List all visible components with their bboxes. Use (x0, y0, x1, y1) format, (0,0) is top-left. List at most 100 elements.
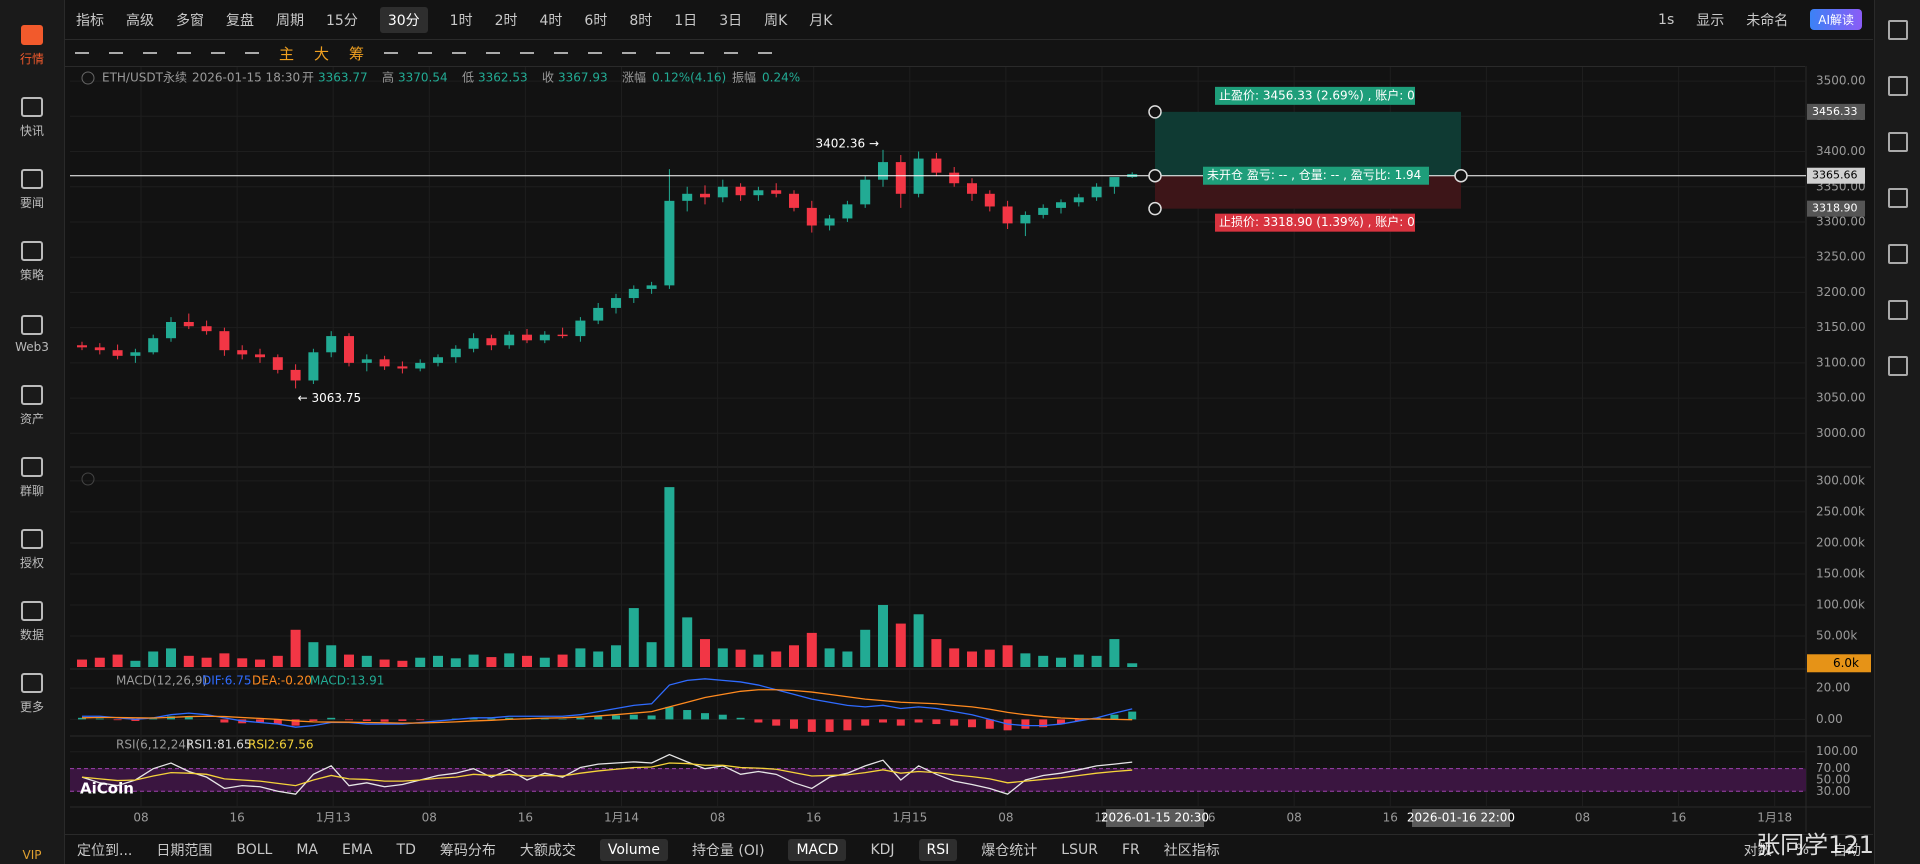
period[interactable]: 周期 (276, 12, 304, 29)
sidebar-item[interactable]: 快讯 (0, 82, 64, 154)
interval[interactable]: 4时 (539, 12, 563, 29)
icon (21, 457, 43, 477)
icon[interactable] (1888, 76, 1908, 96)
menu-item[interactable]: 复盘 (226, 12, 254, 29)
tool-icon[interactable] (690, 52, 705, 54)
candle-body (949, 172, 960, 184)
volume-bar (290, 629, 301, 667)
handle[interactable] (1148, 105, 1162, 119)
sidebar-item[interactable]: 群聊 (0, 442, 64, 514)
candle-body (415, 362, 426, 369)
tool-icon[interactable] (520, 52, 535, 54)
menu-item[interactable]: 定位到... (77, 843, 133, 859)
indicator[interactable]: EMA (342, 842, 373, 858)
interval[interactable]: 30分 (379, 6, 428, 33)
indicator[interactable]: 持仓量 (OI) (691, 843, 765, 859)
candle-body (557, 334, 568, 337)
interval[interactable]: 2时 (494, 12, 518, 29)
menu-item[interactable]: 指标 (76, 12, 104, 29)
tool-icon[interactable] (554, 52, 569, 54)
icon[interactable] (1888, 356, 1908, 376)
indicator[interactable]: RSI (918, 839, 958, 861)
sidebar-item[interactable]: Web3 (0, 298, 64, 370)
indicator[interactable]: 爆仓统计 (981, 843, 1038, 859)
handle[interactable] (1148, 168, 1162, 183)
ai-button[interactable]: AI解读 (1810, 9, 1862, 30)
tool-icon[interactable] (758, 52, 773, 54)
icon[interactable] (1888, 300, 1908, 320)
indicator[interactable]: MA (296, 842, 318, 858)
interval[interactable]: 8时 (629, 12, 653, 29)
menu-item[interactable]: 高级 (126, 12, 154, 29)
handle[interactable] (1454, 168, 1468, 183)
sidebar-item[interactable]: 资产 (0, 370, 64, 442)
menu-item[interactable]: 自动 (1833, 843, 1861, 859)
indicator[interactable]: MACD (788, 839, 847, 861)
tag[interactable]: 大 (314, 44, 330, 63)
indicator[interactable]: TD (396, 842, 416, 858)
menu-item[interactable]: 对数 (1743, 843, 1772, 859)
icon[interactable] (1888, 188, 1908, 208)
macd-bar (131, 719, 140, 721)
menu-item[interactable]: 显示 (1696, 12, 1725, 29)
macd-bar (861, 719, 870, 726)
candle-body (735, 186, 746, 196)
sidebar-item[interactable]: 数据 (0, 586, 64, 658)
sidebar-item[interactable]: 要闻 (0, 154, 64, 226)
interval[interactable]: 15分 (326, 12, 358, 29)
sidebar-item[interactable]: 更多 (0, 658, 64, 730)
tool-icon[interactable] (724, 52, 739, 54)
indicator[interactable]: KDJ (870, 842, 895, 858)
tool-icon[interactable] (486, 52, 501, 54)
tool-icon[interactable] (588, 52, 603, 54)
macd-bar (736, 717, 745, 720)
tag[interactable]: 主 (279, 44, 295, 63)
price-box-label: 3365.66 (1812, 169, 1858, 182)
time-box (1412, 809, 1510, 827)
tool-icon[interactable] (622, 52, 637, 54)
icon[interactable] (1888, 244, 1908, 264)
volume-bar (789, 645, 799, 667)
tool-icon[interactable] (211, 52, 225, 54)
interval[interactable]: 周K (764, 12, 788, 29)
tool-icon[interactable] (656, 52, 671, 54)
tool-icon[interactable] (452, 52, 467, 54)
indicator[interactable]: FR (1121, 842, 1140, 858)
price-box (1807, 103, 1865, 120)
menu-item[interactable]: 多窗 (176, 12, 204, 29)
candle-body (308, 352, 319, 381)
candle-body (1038, 207, 1049, 215)
menu-item[interactable]: 未命名 (1746, 12, 1789, 29)
tool-icon[interactable] (143, 52, 157, 54)
indicator[interactable]: LSUR (1061, 842, 1098, 858)
indicator[interactable]: 筹码分布 (439, 843, 496, 859)
interval[interactable]: 1时 (449, 12, 473, 29)
interval[interactable]: 3日 (719, 12, 743, 29)
menu-item[interactable]: 1s (1658, 11, 1675, 28)
indicator[interactable]: 大额成交 (519, 843, 576, 859)
tool-icon[interactable] (109, 52, 123, 54)
interval[interactable]: 6时 (584, 12, 608, 29)
tool-icon[interactable] (418, 52, 433, 54)
tool-icon[interactable] (177, 52, 191, 54)
menu-item[interactable]: % (1795, 842, 1809, 858)
tag[interactable]: 筹 (349, 44, 365, 63)
tool-icon[interactable] (75, 52, 89, 54)
indicator[interactable]: 社区指标 (1163, 843, 1220, 859)
sidebar-item[interactable]: 行情 (0, 10, 64, 82)
macd-bar (914, 719, 923, 723)
sidebar-item[interactable]: 授权 (0, 514, 64, 586)
icon[interactable] (1888, 132, 1908, 152)
volume-bar (824, 648, 835, 667)
sidebar-item[interactable]: 策略 (0, 226, 64, 298)
tool-icon[interactable] (245, 52, 259, 54)
tool-icon[interactable] (384, 52, 399, 54)
menu-item[interactable]: 日期范围 (156, 843, 213, 859)
volume-bar (308, 642, 319, 667)
icon[interactable] (1888, 20, 1908, 40)
indicator[interactable]: BOLL (236, 842, 273, 858)
interval[interactable]: 月K (809, 12, 833, 29)
interval[interactable]: 1日 (674, 12, 698, 29)
handle[interactable] (1148, 201, 1162, 216)
indicator[interactable]: Volume (599, 839, 668, 861)
